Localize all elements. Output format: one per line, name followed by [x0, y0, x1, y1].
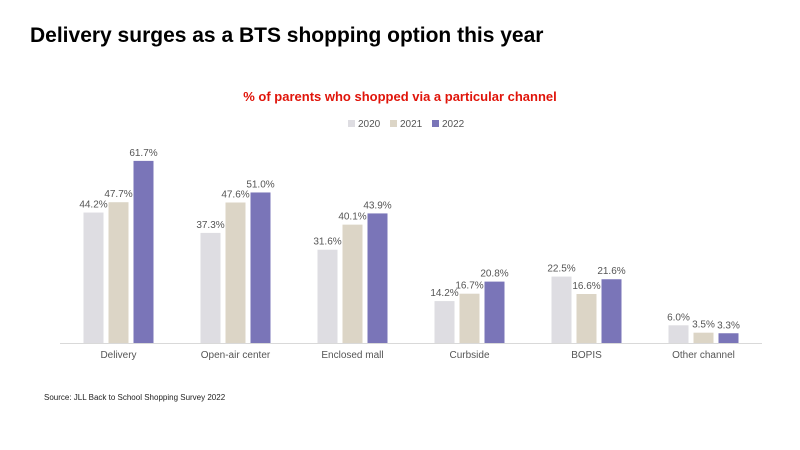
bar-2022-3: [484, 281, 505, 343]
data-label-2021-3: 16.7%: [455, 281, 483, 292]
bar-2020-2: [317, 249, 338, 343]
bar-2021-3: [459, 293, 480, 343]
legend-swatch-2021: [390, 120, 397, 127]
bar-2020-1: [200, 232, 221, 343]
x-tick-label-3: Curbside: [449, 350, 489, 361]
data-label-2020-2: 31.6%: [313, 237, 341, 248]
bar-2020-0: [83, 212, 104, 343]
bar-2022-1: [250, 192, 271, 343]
bar-2022-5: [718, 333, 739, 343]
bar-2022-4: [601, 279, 622, 343]
bar-2020-4: [551, 276, 572, 343]
legend-label-2021: 2021: [400, 119, 423, 130]
x-tick-label-2: Enclosed mall: [321, 350, 383, 361]
data-label-2022-0: 61.7%: [129, 148, 157, 159]
legend-label-2020: 2020: [358, 119, 381, 130]
data-label-2020-5: 6.0%: [667, 312, 690, 323]
data-label-2020-0: 44.2%: [79, 200, 107, 211]
data-label-2022-2: 43.9%: [363, 200, 391, 211]
bar-2021-1: [225, 202, 246, 343]
x-tick-label-1: Open-air center: [201, 350, 271, 361]
data-label-2021-2: 40.1%: [338, 212, 366, 223]
data-label-2022-4: 21.6%: [597, 266, 625, 277]
legend-swatch-2020: [348, 120, 355, 127]
bar-2021-5: [693, 332, 714, 343]
data-label-2021-0: 47.7%: [104, 189, 132, 200]
data-label-2020-1: 37.3%: [196, 220, 224, 231]
page-title: Delivery surges as a BTS shopping option…: [30, 24, 544, 47]
legend-label-2022: 2022: [442, 119, 465, 130]
legend-swatch-2022: [432, 120, 439, 127]
data-label-2021-4: 16.6%: [572, 281, 600, 292]
data-label-2020-4: 22.5%: [547, 264, 575, 275]
bar-2021-4: [576, 294, 597, 343]
x-tick-label-0: Delivery: [100, 350, 136, 361]
bar-2020-3: [434, 301, 455, 343]
bar-2022-0: [133, 160, 154, 343]
bar-2021-2: [342, 224, 363, 343]
data-label-2021-5: 3.5%: [692, 320, 715, 331]
data-label-2022-5: 3.3%: [717, 320, 740, 331]
data-label-2022-1: 51.0%: [246, 179, 274, 190]
bar-2022-2: [367, 213, 388, 343]
data-label-2022-3: 20.8%: [480, 269, 508, 280]
data-label-2021-1: 47.6%: [221, 190, 249, 201]
x-tick-label-4: BOPIS: [571, 350, 602, 361]
data-label-2020-3: 14.2%: [430, 288, 458, 299]
source-note: Source: JLL Back to School Shopping Surv…: [44, 393, 226, 402]
chart-title: % of parents who shopped via a particula…: [243, 89, 557, 104]
x-tick-label-5: Other channel: [672, 350, 735, 361]
bar-2021-0: [108, 202, 129, 343]
bar-2020-5: [668, 325, 689, 343]
